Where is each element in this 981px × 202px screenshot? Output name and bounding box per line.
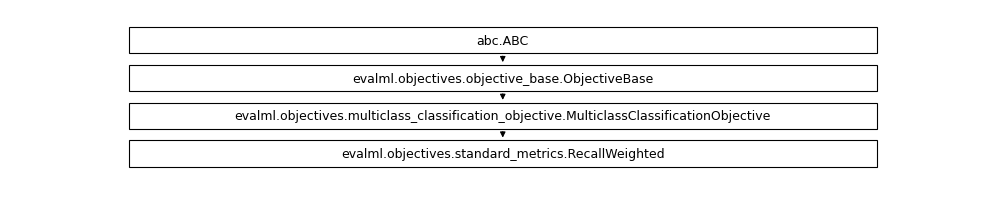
Bar <box>129 141 877 167</box>
Bar <box>129 66 877 92</box>
Text: evalml.objectives.standard_metrics.RecallWeighted: evalml.objectives.standard_metrics.Recal… <box>341 147 664 160</box>
Text: abc.ABC: abc.ABC <box>477 35 529 47</box>
Bar <box>129 28 877 54</box>
Text: evalml.objectives.multiclass_classification_objective.MulticlassClassificationOb: evalml.objectives.multiclass_classificat… <box>234 110 771 123</box>
Text: evalml.objectives.objective_base.ObjectiveBase: evalml.objectives.objective_base.Objecti… <box>352 72 653 85</box>
Bar <box>129 103 877 129</box>
